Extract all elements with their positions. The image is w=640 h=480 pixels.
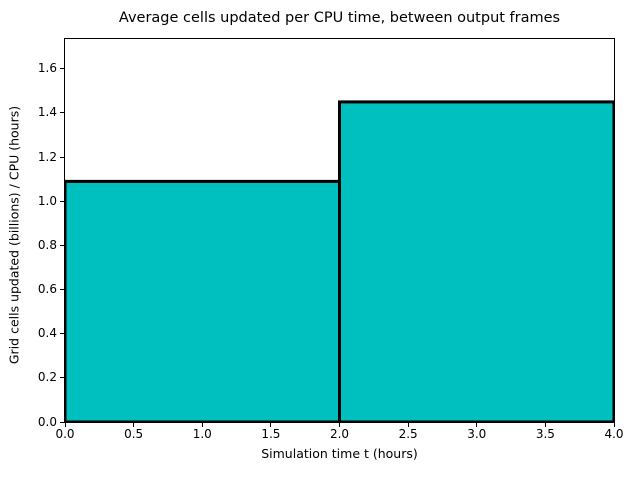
y-tick-label: 1.6 bbox=[37, 61, 57, 76]
bar-1 bbox=[338, 100, 614, 422]
x-tick-mark bbox=[407, 423, 409, 427]
y-tick-label: 0.0 bbox=[37, 414, 57, 429]
y-tick-mark bbox=[60, 289, 64, 291]
x-tick-mark bbox=[544, 423, 546, 427]
plot-area bbox=[64, 38, 615, 423]
x-tick-label: 2.5 bbox=[398, 427, 418, 441]
y-tick-mark bbox=[60, 421, 64, 423]
x-tick-label: 3.0 bbox=[467, 427, 487, 441]
y-tick-label: 0.4 bbox=[37, 326, 57, 341]
x-tick-mark bbox=[270, 423, 272, 427]
y-tick-mark bbox=[60, 333, 64, 335]
y-tick-mark bbox=[60, 244, 64, 246]
x-tick-mark bbox=[133, 423, 135, 427]
x-tick-label: 1.0 bbox=[192, 427, 212, 441]
y-tick-mark bbox=[60, 377, 64, 379]
x-tick-label: 3.5 bbox=[535, 427, 555, 441]
y-tick-label: 1.4 bbox=[37, 105, 57, 120]
y-tick-label: 1.0 bbox=[37, 193, 57, 208]
y-tick-label: 0.8 bbox=[37, 237, 57, 252]
y-tick-mark bbox=[60, 156, 64, 158]
bars-canvas bbox=[65, 100, 614, 422]
x-tick-mark bbox=[339, 423, 340, 427]
x-tick-label: 2.0 bbox=[329, 427, 350, 441]
x-tick-label: 4.0 bbox=[604, 427, 624, 441]
y-tick-label: 0.6 bbox=[37, 282, 57, 297]
x-tick-label: 1.5 bbox=[261, 427, 281, 441]
bar-0 bbox=[65, 179, 341, 422]
x-tick-label: 0.0 bbox=[55, 427, 75, 441]
y-tick-mark bbox=[60, 200, 64, 202]
x-tick-label: 0.5 bbox=[124, 427, 144, 441]
x-tick-mark bbox=[64, 423, 66, 427]
x-tick-mark bbox=[201, 423, 203, 427]
chart-title: Average cells updated per CPU time, betw… bbox=[118, 10, 561, 26]
y-tick-mark bbox=[60, 112, 64, 114]
y-tick-label: 1.2 bbox=[37, 149, 57, 164]
x-tick-mark bbox=[476, 423, 478, 427]
x-tick-mark bbox=[613, 423, 615, 427]
y-tick-mark bbox=[60, 68, 64, 70]
y-tick-label: 0.2 bbox=[37, 370, 57, 385]
x-axis-label: Simulation time t (hours) bbox=[261, 446, 418, 461]
